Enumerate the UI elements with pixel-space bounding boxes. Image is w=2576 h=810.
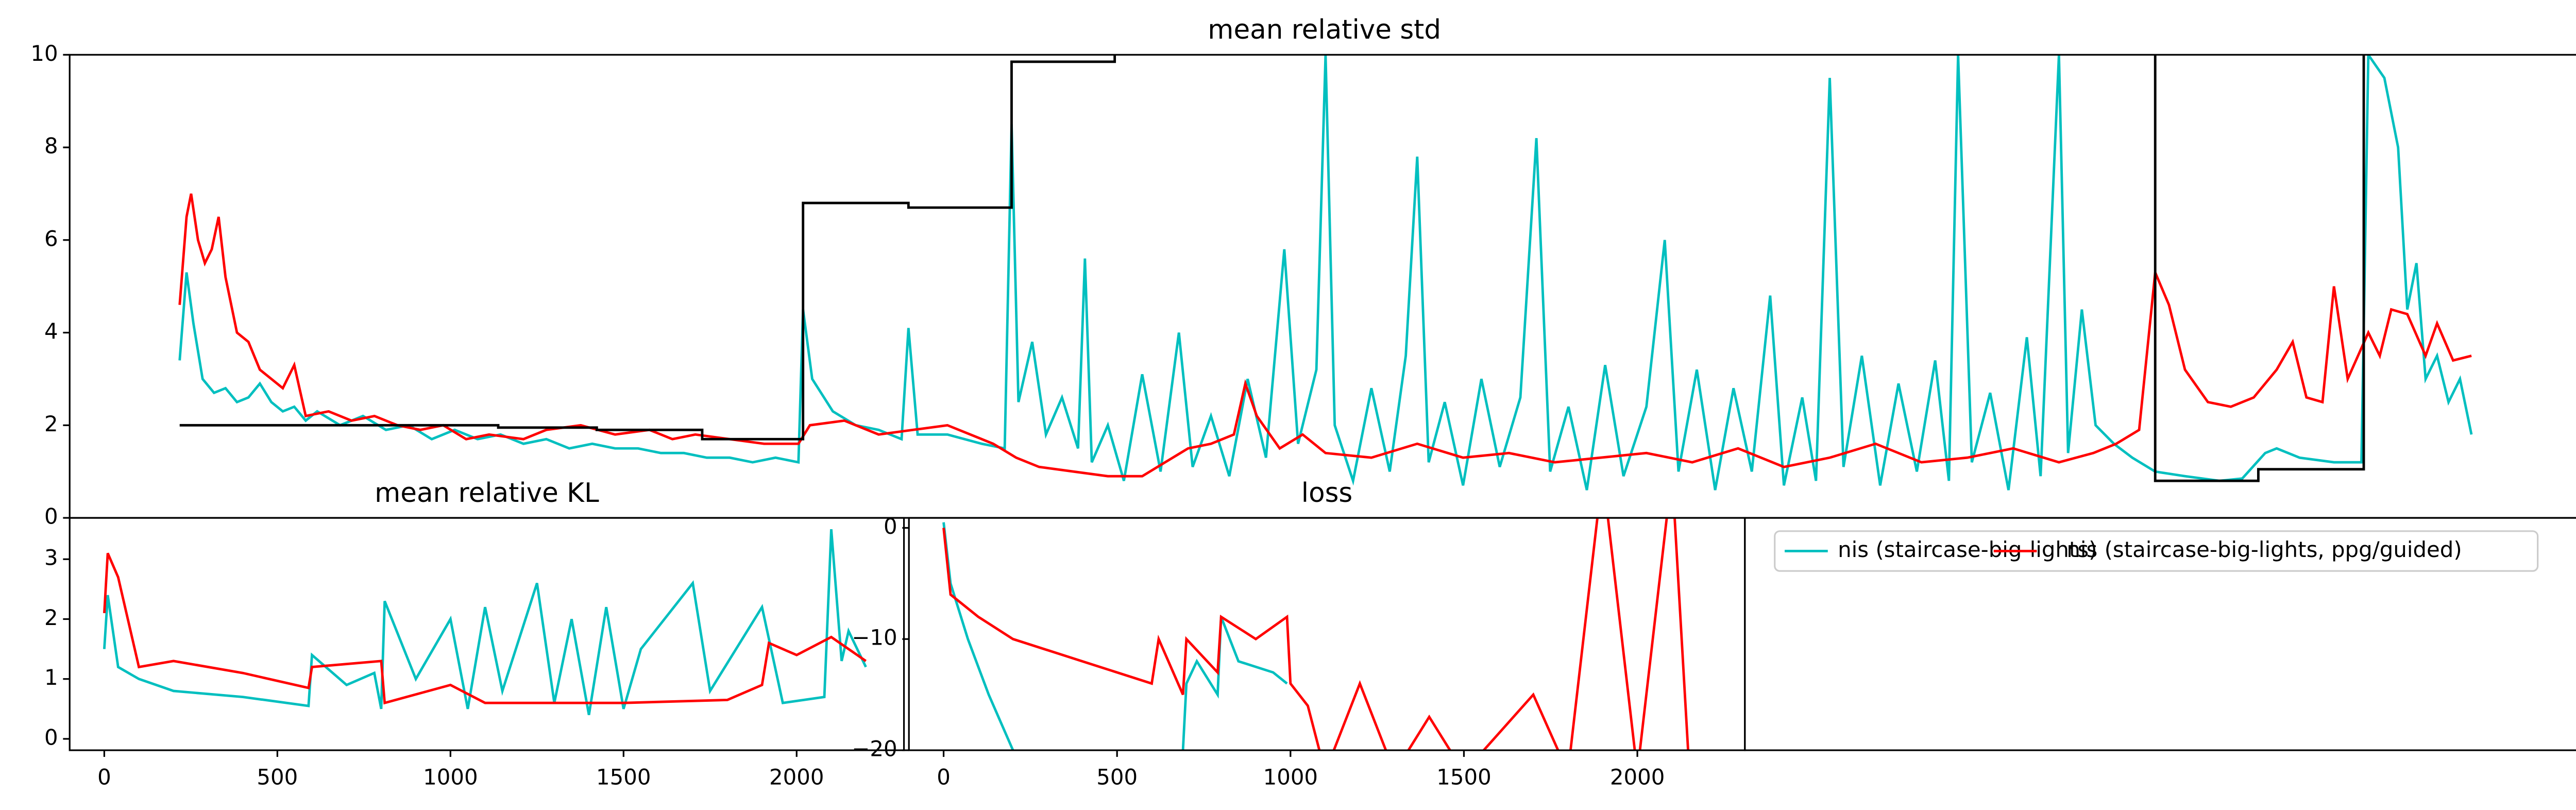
series-line	[103, 529, 867, 715]
legend	[1774, 530, 2539, 572]
axes-frame	[69, 517, 905, 751]
y-tick-label: 2	[44, 411, 58, 436]
y-tick-label: −10	[852, 625, 897, 650]
y-tick-label: 2	[44, 605, 58, 630]
series-line	[178, 55, 2473, 491]
y-tick-label: 0	[884, 514, 897, 539]
x-tick-label: 2000	[769, 764, 824, 789]
x-tick-label: 1000	[1263, 764, 1318, 789]
x-tick-label: 1000	[423, 764, 478, 789]
x-tick-label: 2000	[1610, 764, 1665, 789]
y-tick-label: 1	[44, 665, 58, 690]
series-line	[179, 55, 2365, 482]
series-line	[178, 193, 2472, 478]
x-tick-label: 500	[257, 764, 298, 789]
chart-title: loss	[1301, 478, 1352, 509]
chart-title: mean relative KL	[375, 478, 599, 509]
y-tick-label: 10	[30, 41, 58, 66]
y-tick-label: 0	[44, 724, 58, 750]
y-tick-label: 3	[44, 545, 58, 570]
y-tick-label: 6	[44, 226, 58, 251]
series-line	[103, 552, 867, 705]
legend-label: nis (staircase-big-lights, ppg/guided)	[2066, 537, 2462, 562]
chart-title: mean relative std	[1208, 14, 1441, 45]
plot-area	[942, 518, 1689, 751]
axes-frame	[908, 517, 1746, 751]
y-tick-label: 0	[44, 504, 58, 529]
x-tick-label: 1500	[1436, 764, 1491, 789]
y-tick-label: 8	[44, 133, 58, 159]
x-tick-label: 500	[1096, 764, 1138, 789]
plot-area	[103, 529, 867, 715]
legend-label: nis (staircase-big-lights)	[1838, 537, 2097, 562]
y-tick-label: −20	[852, 736, 897, 762]
series-line	[942, 518, 1689, 751]
x-tick-label: 1500	[596, 764, 651, 789]
x-tick-label: 0	[937, 764, 951, 789]
plot-area	[178, 55, 2473, 491]
y-tick-label: 4	[44, 318, 58, 344]
x-tick-label: 0	[97, 764, 111, 789]
